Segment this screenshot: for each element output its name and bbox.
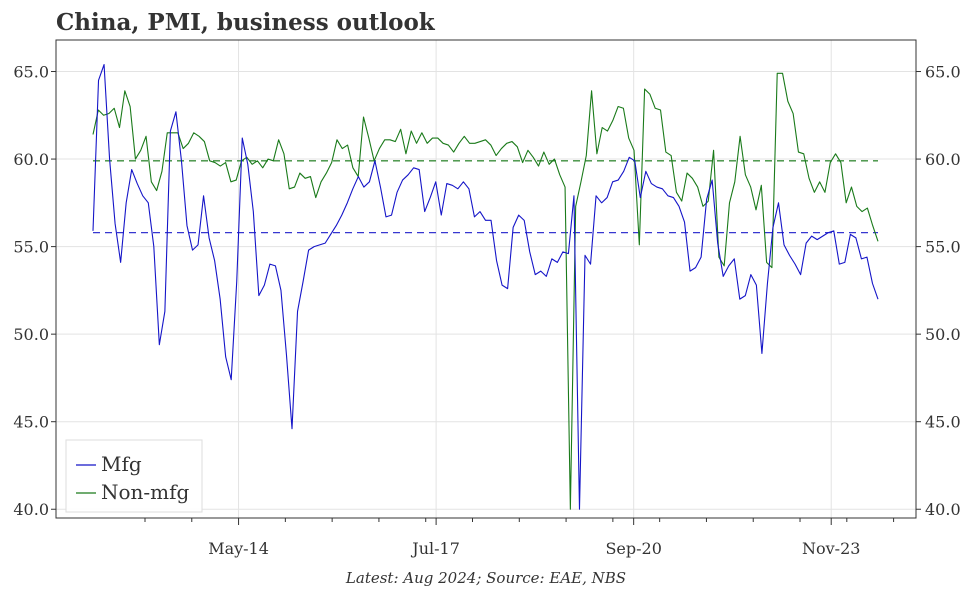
x-tick-label: Sep-20 xyxy=(605,539,661,558)
series-line-mfg xyxy=(92,63,879,510)
y-tick-label-right: 40.0 xyxy=(925,500,961,519)
legend-box xyxy=(65,439,203,513)
chart-footer: Latest: Aug 2024; Source: EAE, NBS xyxy=(345,569,626,587)
y-tick-label-left: 45.0 xyxy=(13,413,49,432)
y-tick-label-right: 60.0 xyxy=(925,150,961,169)
y-tick-label-left: 40.0 xyxy=(13,500,49,519)
legend-label-mfg: Mfg xyxy=(101,452,142,476)
legend-label-nonmfg: Non-mfg xyxy=(101,480,190,504)
y-tick-label-right: 55.0 xyxy=(925,238,961,257)
chart-title: China, PMI, business outlook xyxy=(56,9,436,36)
x-tick-label: Nov-23 xyxy=(802,539,860,558)
plot-frame xyxy=(55,39,917,519)
y-tick-label-left: 50.0 xyxy=(13,325,49,344)
y-tick-label-right: 50.0 xyxy=(925,325,961,344)
y-tick-label-left: 55.0 xyxy=(13,238,49,257)
average-lines xyxy=(93,160,878,234)
axes: 40.0 40.0 45.0 45.0 50.0 50.0 55.0 55.0 60.0 60.0… xyxy=(13,63,960,558)
legend: Mfg Non-mfg xyxy=(65,439,203,513)
y-tick-label-left: 65.0 xyxy=(13,63,49,82)
gridlines xyxy=(56,40,916,518)
x-tick-label: May-14 xyxy=(208,539,269,558)
series-line-non-mfg xyxy=(92,72,879,510)
y-tick-label-right: 65.0 xyxy=(925,63,961,82)
series-lines xyxy=(92,63,879,510)
x-tick-label: Jul-17 xyxy=(410,539,460,558)
y-tick-label-right: 45.0 xyxy=(925,413,961,432)
y-tick-label-left: 60.0 xyxy=(13,150,49,169)
